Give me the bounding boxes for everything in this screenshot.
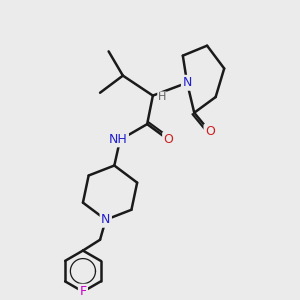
Text: F: F <box>80 285 86 298</box>
Text: NH: NH <box>109 133 128 146</box>
Text: O: O <box>205 125 215 138</box>
Text: H: H <box>158 92 166 102</box>
Text: O: O <box>164 133 173 146</box>
Text: N: N <box>101 213 110 226</box>
Text: N: N <box>182 76 192 89</box>
